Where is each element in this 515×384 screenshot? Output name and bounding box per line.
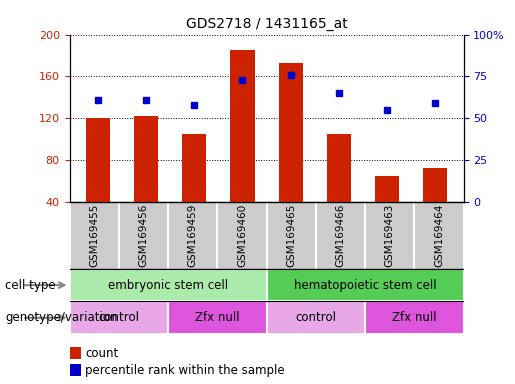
- Text: GSM169456: GSM169456: [139, 204, 148, 267]
- Text: GSM169464: GSM169464: [434, 204, 444, 267]
- Text: control: control: [295, 311, 336, 324]
- Bar: [70, 301, 168, 334]
- Text: percentile rank within the sample: percentile rank within the sample: [85, 364, 285, 377]
- Bar: [267, 301, 365, 334]
- Bar: [374, 175, 399, 202]
- Text: GSM169460: GSM169460: [237, 204, 247, 267]
- Text: genotype/variation: genotype/variation: [5, 311, 117, 324]
- Text: GSM169466: GSM169466: [335, 204, 346, 267]
- Text: GSM169463: GSM169463: [385, 204, 394, 267]
- Bar: [365, 301, 464, 334]
- Bar: [231, 50, 254, 202]
- Text: count: count: [85, 347, 118, 360]
- Bar: [87, 118, 110, 202]
- Bar: [423, 168, 447, 202]
- Bar: [279, 63, 302, 202]
- Text: GSM169465: GSM169465: [286, 204, 296, 267]
- Text: GSM169459: GSM169459: [187, 204, 198, 267]
- Text: cell type: cell type: [5, 279, 56, 291]
- Text: embryonic stem cell: embryonic stem cell: [108, 279, 228, 291]
- Bar: [182, 134, 207, 202]
- Text: control: control: [98, 311, 139, 324]
- Bar: [327, 134, 351, 202]
- Text: GSM169455: GSM169455: [89, 204, 99, 267]
- Bar: [134, 116, 159, 202]
- Title: GDS2718 / 1431165_at: GDS2718 / 1431165_at: [185, 17, 348, 31]
- Bar: [267, 269, 464, 301]
- Text: Zfx null: Zfx null: [392, 311, 437, 324]
- Bar: [70, 269, 267, 301]
- Text: Zfx null: Zfx null: [195, 311, 239, 324]
- Text: hematopoietic stem cell: hematopoietic stem cell: [294, 279, 436, 291]
- Bar: [168, 301, 267, 334]
